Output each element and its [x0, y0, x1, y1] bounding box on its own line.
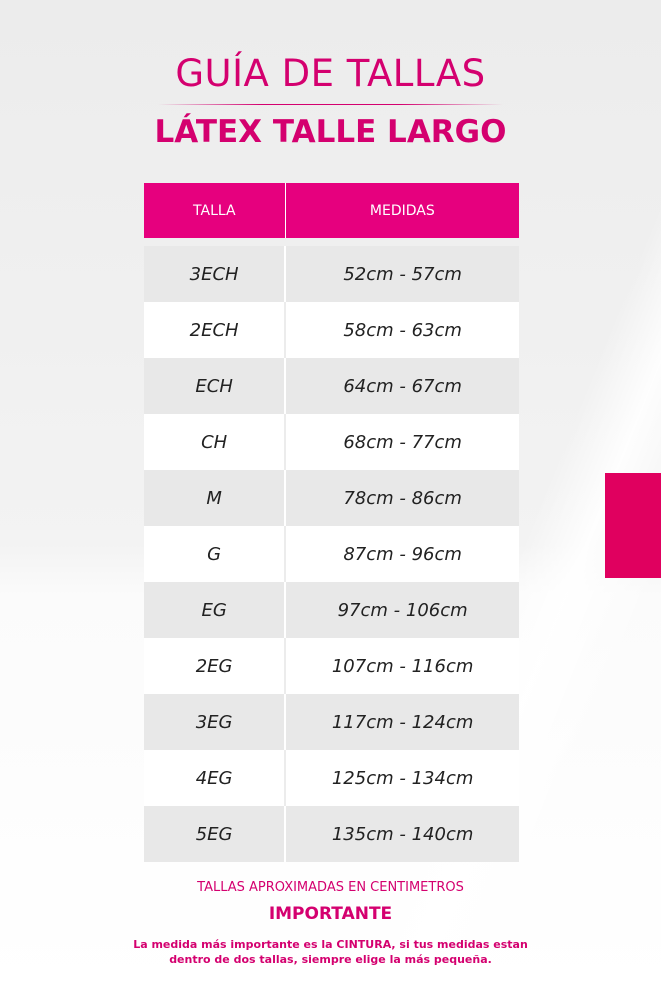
table-row: CH 68cm - 77cm: [144, 414, 519, 470]
medidas-cell: 87cm - 96cm: [284, 526, 519, 582]
table-row: 2EG 107cm - 116cm: [144, 638, 519, 694]
talla-cell: 3EG: [195, 711, 233, 733]
talla-cell: 2ECH: [189, 319, 239, 341]
talla-cell: 4EG: [195, 767, 233, 789]
decorative-pink-block: [605, 473, 661, 578]
table-header: TALLA MEDIDAS: [144, 183, 519, 238]
medidas-cell: 135cm - 140cm: [284, 806, 519, 862]
important-heading: IMPORTANTE: [268, 904, 393, 924]
talla-cell: M: [206, 487, 222, 509]
table-row: 3EG 117cm - 124cm: [144, 694, 519, 750]
medidas-cell: 97cm - 106cm: [284, 582, 519, 638]
talla-cell: ECH: [195, 375, 233, 397]
size-table: TALLA MEDIDAS 3ECH 52cm - 57cm 2ECH 58cm - …: [144, 183, 519, 862]
table-row: G 87cm - 96cm: [144, 526, 519, 582]
table-row: 4EG 125cm - 134cm: [144, 750, 519, 806]
talla-cell: CH: [201, 431, 228, 453]
page-title: GUÍA DE TALLAS: [175, 52, 486, 95]
important-text: La medida más importante es la CINTURA, …: [0, 937, 661, 967]
medidas-cell: 68cm - 77cm: [284, 414, 519, 470]
medidas-cell: 78cm - 86cm: [284, 470, 519, 526]
table-row: M 78cm - 86cm: [144, 470, 519, 526]
header-medidas: MEDIDAS: [284, 183, 519, 238]
medidas-cell: 58cm - 63cm: [284, 302, 519, 358]
medidas-cell: 125cm - 134cm: [284, 750, 519, 806]
important-line-1: La medida más importante es la CINTURA, …: [133, 938, 528, 951]
table-row: 2ECH 58cm - 63cm: [144, 302, 519, 358]
header-talla: TALLA: [193, 202, 236, 219]
title-divider: [158, 104, 503, 105]
talla-cell: 3ECH: [189, 263, 239, 285]
approx-note: TALLAS APROXIMADAS EN CENTIMETROS: [197, 880, 464, 895]
table-row: 3ECH 52cm - 57cm: [144, 246, 519, 302]
medidas-cell: 117cm - 124cm: [284, 694, 519, 750]
talla-cell: G: [207, 543, 222, 565]
talla-cell: 2EG: [195, 655, 233, 677]
table-row: EG 97cm - 106cm: [144, 582, 519, 638]
talla-cell: 5EG: [195, 823, 233, 845]
table-row: ECH 64cm - 67cm: [144, 358, 519, 414]
important-line-2: dentro de dos tallas, siempre elige la m…: [169, 953, 492, 966]
page-subtitle: LÁTEX TALLE LARGO: [154, 114, 507, 150]
medidas-cell: 64cm - 67cm: [284, 358, 519, 414]
medidas-cell: 52cm - 57cm: [284, 246, 519, 302]
talla-cell: EG: [201, 599, 227, 621]
table-row: 5EG 135cm - 140cm: [144, 806, 519, 862]
medidas-cell: 107cm - 116cm: [284, 638, 519, 694]
